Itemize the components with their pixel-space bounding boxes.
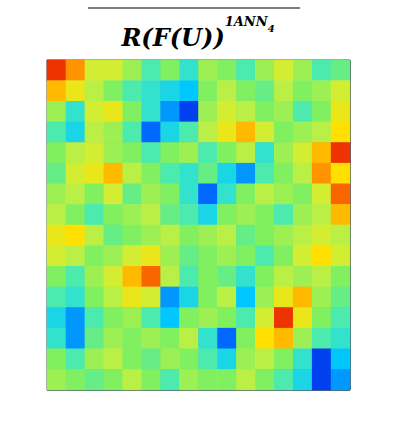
svg-text:R(F(U)): R(F(U)) bbox=[120, 23, 224, 52]
svg-text:4: 4 bbox=[268, 23, 275, 34]
svg-text:1ANN: 1ANN bbox=[225, 14, 269, 29]
